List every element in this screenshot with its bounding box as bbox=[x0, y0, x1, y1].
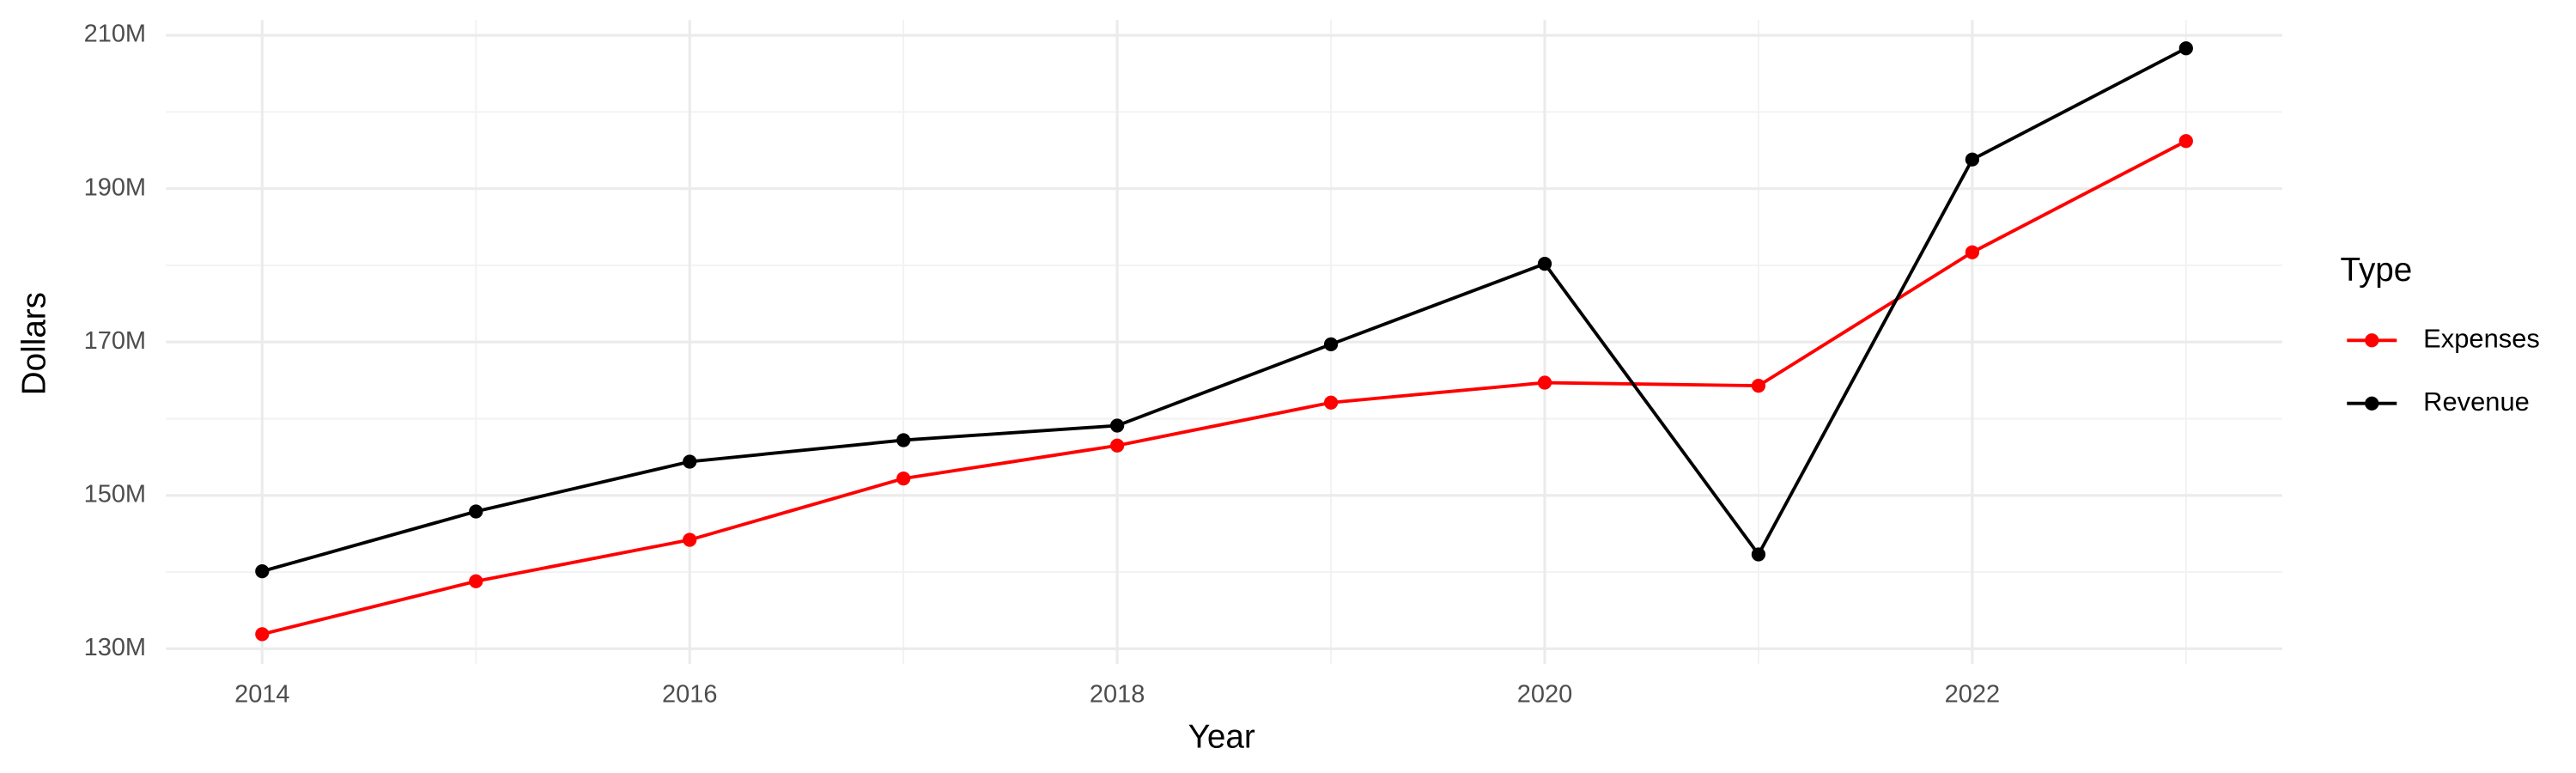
y-tick-label: 190M bbox=[84, 173, 147, 201]
point bbox=[683, 533, 697, 547]
point bbox=[683, 454, 697, 469]
point bbox=[1965, 245, 1980, 259]
point bbox=[255, 627, 270, 642]
point bbox=[255, 564, 270, 579]
point bbox=[896, 433, 911, 447]
x-tick-label: 2022 bbox=[1945, 681, 2000, 709]
point bbox=[1965, 152, 1980, 167]
grid bbox=[166, 20, 2282, 665]
y-tick-label: 170M bbox=[84, 327, 147, 355]
point bbox=[469, 574, 483, 588]
legend-label: Expenses bbox=[2423, 323, 2540, 353]
legend-key-point bbox=[2365, 396, 2379, 411]
point bbox=[1751, 378, 1766, 393]
point bbox=[1323, 337, 1339, 351]
y-tick-label: 130M bbox=[84, 634, 147, 661]
point bbox=[1751, 547, 1766, 562]
x-tick-label: 2018 bbox=[1090, 681, 1145, 709]
point bbox=[1537, 257, 1552, 271]
point bbox=[1537, 375, 1552, 390]
x-axis-title: Year bbox=[1188, 718, 1255, 755]
point bbox=[2178, 134, 2193, 149]
x-tick-label: 2020 bbox=[1517, 681, 1572, 709]
legend-title: Type bbox=[2341, 252, 2413, 289]
y-axis-title: Dollars bbox=[16, 292, 53, 395]
x-tick-label: 2014 bbox=[234, 681, 289, 709]
y-tick-label: 150M bbox=[84, 480, 147, 508]
point bbox=[1323, 395, 1339, 410]
point bbox=[1109, 418, 1125, 433]
line bbox=[261, 139, 2187, 636]
line bbox=[261, 46, 2187, 574]
legend-key-point bbox=[2365, 333, 2379, 348]
legend-label: Revenue bbox=[2423, 386, 2530, 417]
point bbox=[2178, 41, 2193, 56]
point bbox=[469, 504, 483, 519]
point bbox=[896, 472, 911, 486]
point bbox=[1109, 438, 1125, 453]
y-tick-label: 210M bbox=[84, 21, 147, 48]
x-tick-label: 2016 bbox=[662, 681, 717, 709]
